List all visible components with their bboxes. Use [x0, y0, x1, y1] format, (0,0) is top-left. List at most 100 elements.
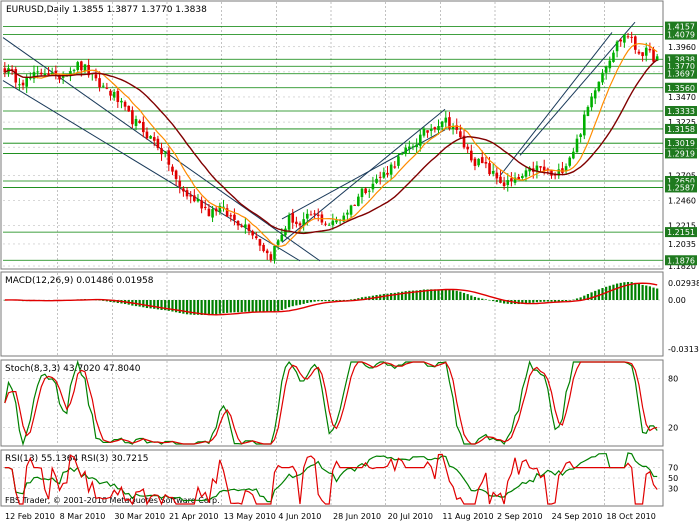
candle-body — [203, 206, 207, 208]
macd-bar — [105, 300, 108, 302]
macd-bar — [539, 300, 542, 302]
candle-body — [116, 91, 120, 103]
candle-body — [280, 234, 284, 242]
candle-body — [174, 170, 178, 179]
candle-body — [265, 250, 269, 254]
macd-bar — [397, 292, 400, 300]
level-label-box — [665, 227, 697, 238]
candle-body — [327, 224, 331, 226]
stochastic-panel[interactable]: Stoch(8,3,3) 43.7020 47.8040 80 20 — [0, 359, 678, 447]
macd-bar — [386, 293, 389, 300]
macd-bar — [247, 300, 251, 312]
level-label-box — [665, 68, 697, 79]
time-axis: 12 Feb 2010 8 Mar 2010 30 Mar 2010 21 Apr 2… — [5, 512, 656, 521]
candle-body — [499, 176, 502, 183]
macd-bar — [244, 300, 247, 312]
candle-body — [626, 36, 630, 38]
candle-body — [331, 220, 335, 226]
level-label-box — [665, 106, 697, 117]
macd-bar — [280, 300, 283, 310]
candle-body — [535, 165, 539, 172]
candle-body — [418, 134, 422, 146]
level-label: 1.3560 — [667, 84, 695, 93]
time-axis-label: 13 May 2010 — [224, 512, 276, 521]
macd-bar — [466, 294, 469, 300]
level-label-box — [665, 148, 697, 159]
candle-body — [502, 182, 506, 187]
price-tick-label: 1.3960 — [668, 43, 696, 52]
candle-body — [444, 117, 448, 123]
candle-body — [83, 64, 87, 72]
candle-body — [480, 157, 484, 164]
level-label: 1.1876 — [667, 256, 695, 265]
macd-bar — [437, 289, 440, 300]
macd-bar — [156, 300, 159, 310]
candle-body — [149, 135, 152, 139]
symbol-header: EURUSD,Daily 1.3855 1.3877 1.3770 1.3838 — [6, 5, 207, 15]
candle-body — [302, 219, 305, 225]
candle-body — [247, 224, 251, 231]
rsi-3-line — [4, 453, 658, 506]
stochastic-header: Stoch(8,3,3) 43.7020 47.8040 — [5, 364, 141, 374]
candle-body — [634, 36, 637, 50]
candle-body — [101, 85, 105, 87]
candle-body — [375, 178, 378, 183]
macd-bar — [645, 285, 648, 300]
candle-body — [550, 169, 553, 176]
candle-body — [218, 205, 222, 212]
macd-bar — [138, 300, 141, 307]
time-axis-label: 2 Sep 2010 — [497, 512, 543, 521]
macd-bar — [277, 300, 280, 311]
rsi-panel[interactable]: RSI(13) 55.1364 RSI(3) 30.7215 FBS Trade… — [0, 449, 678, 507]
candle-body — [364, 188, 367, 194]
macd-bar — [189, 300, 192, 315]
stochastic-tick-label: 80 — [668, 374, 678, 383]
macd-bar — [473, 296, 477, 300]
time-axis-label: 12 Feb 2010 — [5, 512, 55, 521]
macd-bar — [561, 300, 564, 302]
candle-body — [528, 167, 531, 172]
candle-body — [254, 236, 258, 239]
macd-bar — [149, 300, 152, 309]
candle-body — [462, 135, 466, 148]
macd-bar — [546, 300, 549, 302]
macd-bar — [273, 300, 276, 312]
macd-bar — [550, 300, 553, 302]
level-label: 1.2650 — [667, 177, 695, 186]
candle-body — [196, 198, 200, 202]
macd-bar — [255, 300, 258, 312]
macd-bar — [269, 300, 272, 313]
candle-body — [123, 101, 127, 107]
level-label: 1.3770 — [667, 62, 695, 71]
macd-bar — [594, 290, 597, 300]
candle-body — [539, 166, 542, 168]
macd-bar — [229, 300, 232, 313]
macd-bar — [495, 300, 498, 302]
candle-body — [564, 166, 568, 172]
candle-body — [637, 51, 641, 54]
macd-bar — [400, 291, 404, 300]
candle-body — [411, 146, 415, 148]
price-panel[interactable]: EURUSD,Daily 1.3855 1.3877 1.3770 1.3838… — [0, 0, 697, 271]
candle-body — [612, 52, 615, 62]
candle-body — [262, 244, 265, 252]
candle-body — [61, 75, 65, 78]
macd-bar — [422, 289, 426, 300]
candle-body — [455, 125, 459, 130]
rsi-header: RSI(13) 55.1364 RSI(3) 30.7215 — [5, 454, 148, 464]
candle-body — [371, 183, 375, 190]
level-label: 1.4157 — [667, 23, 695, 32]
candle-body — [258, 239, 262, 246]
macd-panel[interactable]: MACD(12,26,9) 0.01486 0.01958 0.02938 0.0… — [0, 271, 699, 357]
macd-bar — [262, 300, 265, 312]
candle-body — [451, 127, 455, 129]
price-tick-label: 1.2705 — [668, 171, 696, 180]
candle-body — [189, 195, 192, 197]
candle-body — [222, 206, 225, 208]
candle-body — [582, 114, 586, 136]
candle-body — [506, 180, 510, 186]
candle-body — [152, 137, 156, 141]
candle-body — [346, 212, 349, 215]
macd-bar — [484, 299, 487, 300]
